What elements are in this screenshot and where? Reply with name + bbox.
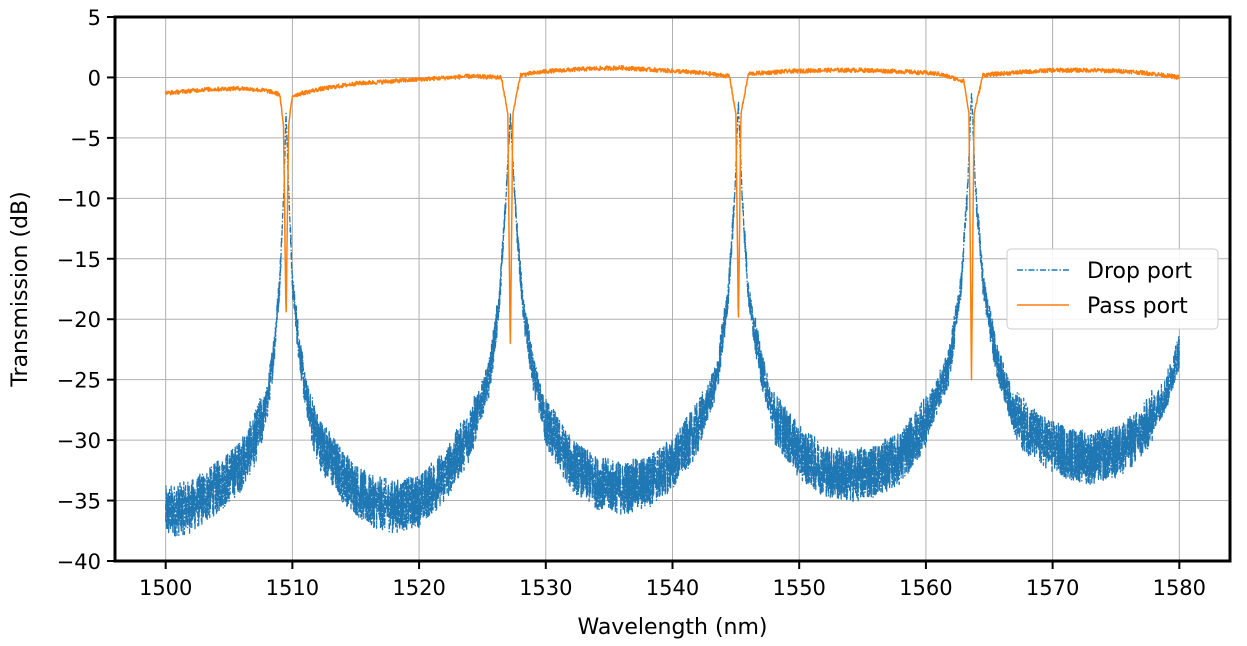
y-tick-label: 0 [88,66,101,90]
legend-box [1006,248,1219,330]
x-tick-label: 1570 [1026,576,1079,600]
y-tick-label: −15 [57,248,101,272]
x-tick-label: 1560 [899,576,952,600]
x-tick-label: 1510 [266,576,319,600]
y-tick-label: −5 [70,127,101,151]
series-layer [164,65,1180,538]
x-tick-label: 1540 [646,576,699,600]
x-tick-label: 1500 [139,576,192,600]
legend: Drop port Pass port [1006,248,1219,330]
y-tick-label: −30 [57,429,101,453]
y-tick-label: 5 [88,6,101,30]
legend-pass-port-label: Pass port [1087,294,1188,319]
ticks: 1500 1510 1520 1530 1540 1550 1560 1570 1580 5 0 −5… [57,6,1206,600]
legend-drop-port-label: Drop port [1087,259,1192,284]
y-tick-label: −25 [57,369,101,393]
y-tick-label: −10 [57,187,101,211]
x-tick-label: 1530 [519,576,572,600]
x-tick-label: 1580 [1153,576,1206,600]
y-axis-label: Transmission (dB) [8,191,33,387]
pass-port-series-line [164,65,1180,381]
y-tick-label: −35 [57,490,101,514]
x-axis-label: Wavelength (nm) [577,615,767,640]
drop-port-series-line [165,91,1180,538]
x-tick-label: 1550 [772,576,825,600]
x-tick-label: 1520 [392,576,445,600]
y-tick-label: −20 [57,308,101,332]
y-tick-label: −40 [57,550,101,574]
